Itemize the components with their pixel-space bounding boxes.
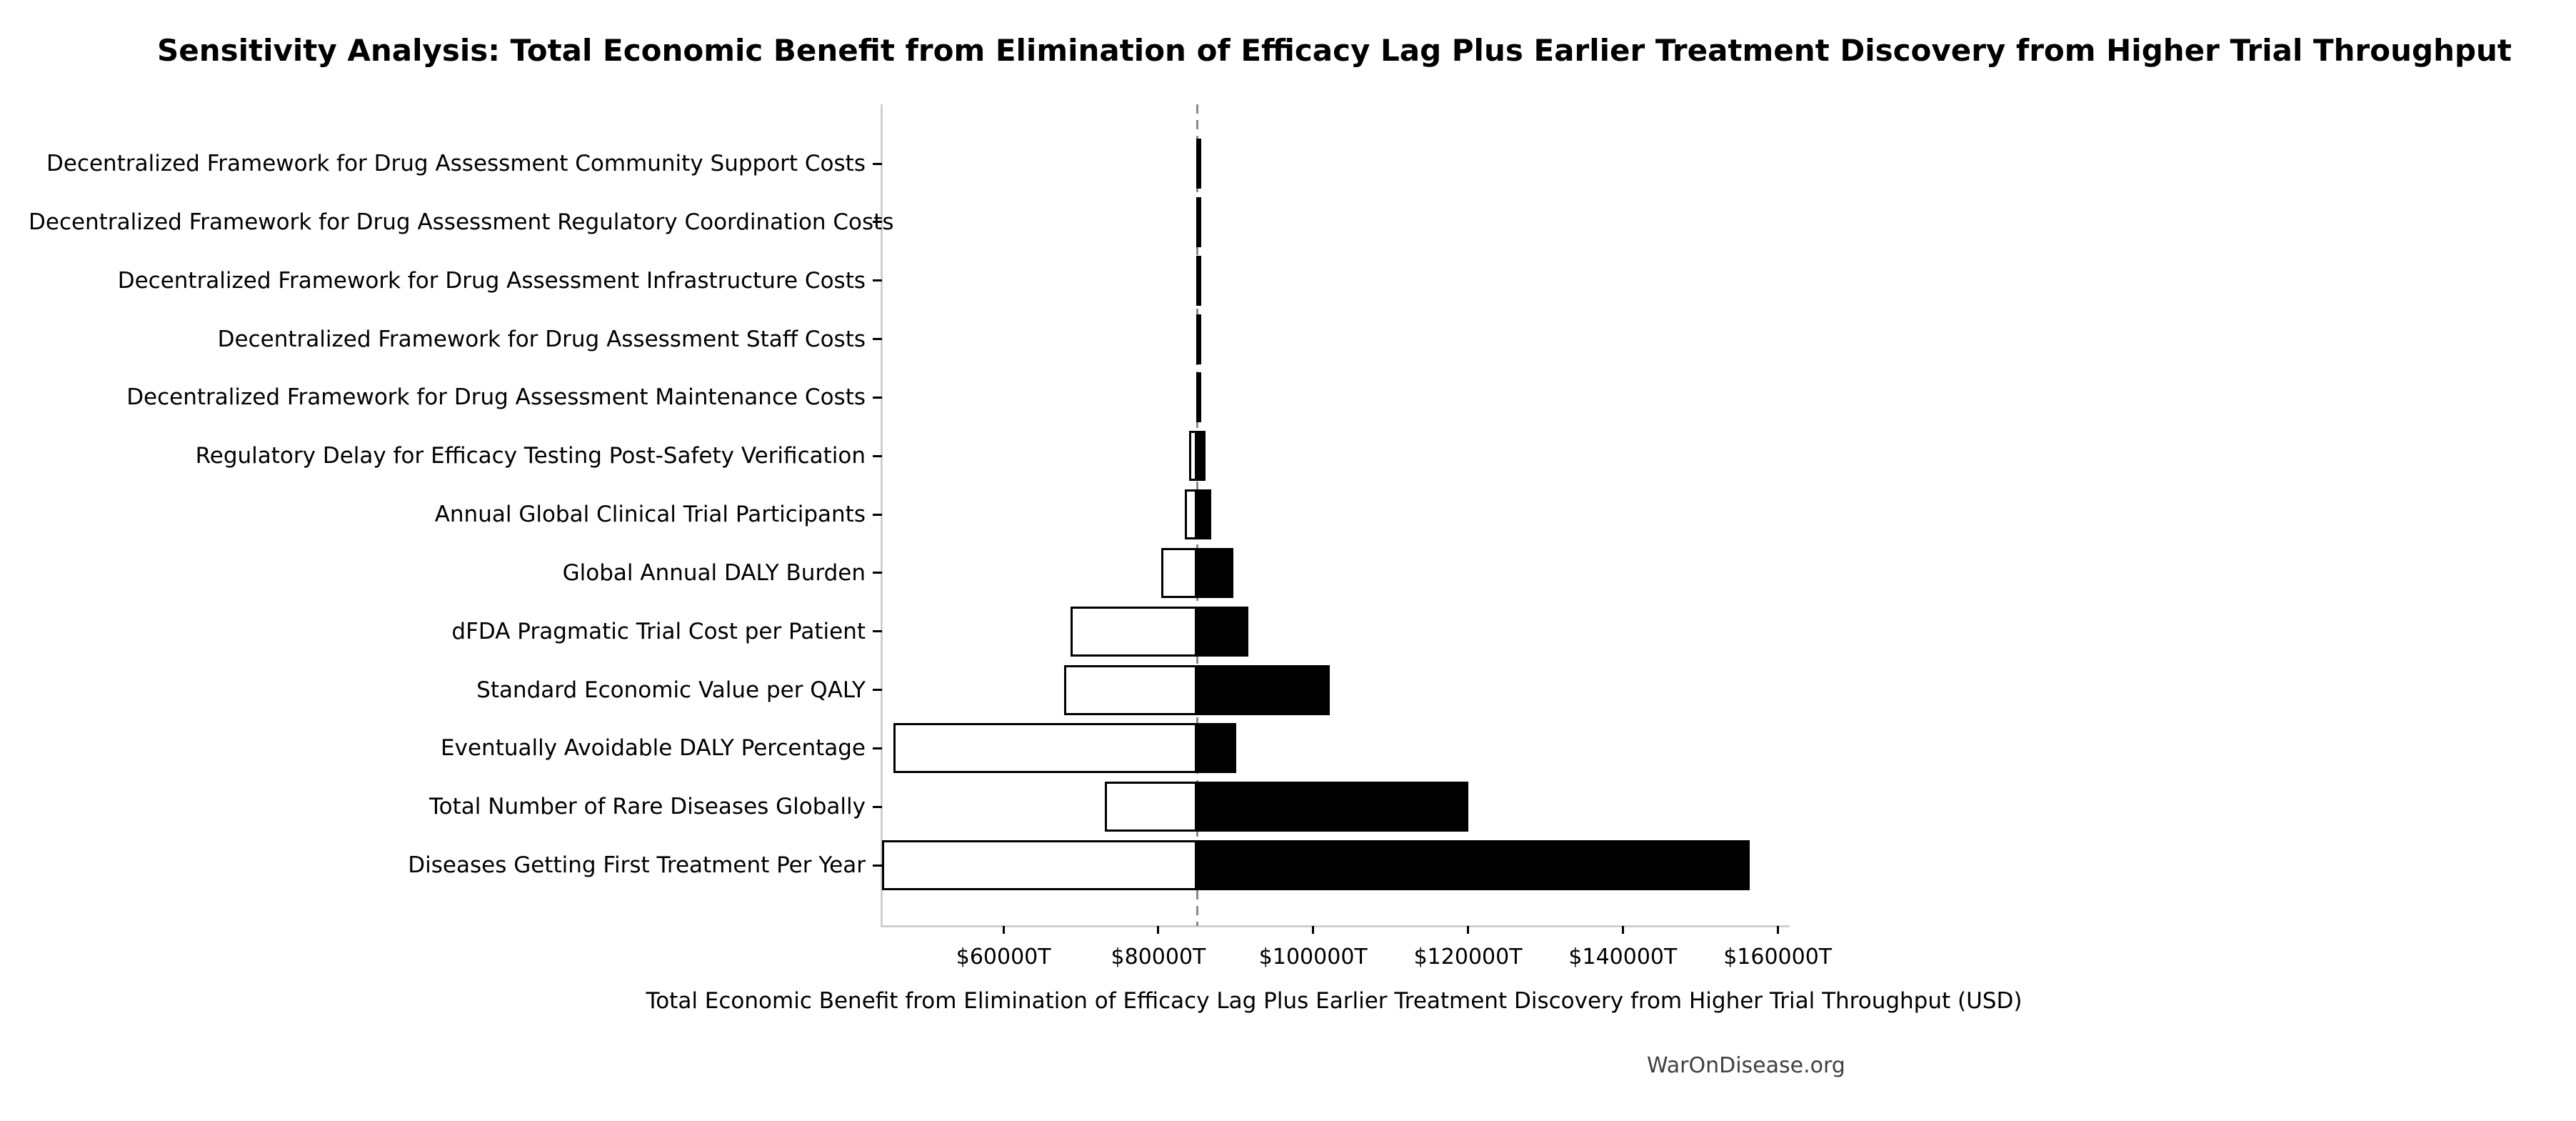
- bar-high-segment: [1196, 314, 1201, 364]
- y-axis-label: Decentralized Framework for Drug Assessm…: [217, 326, 866, 352]
- bar-low-segment: [1063, 664, 1198, 715]
- y-axis-label: Annual Global Clinical Trial Participant…: [434, 502, 866, 527]
- y-tick: [873, 162, 882, 165]
- y-axis-label: Decentralized Framework for Drug Assessm…: [46, 151, 866, 176]
- bar-low-segment: [1105, 782, 1198, 832]
- y-tick: [873, 747, 882, 749]
- x-tick: [1776, 926, 1779, 934]
- y-axis-label: Decentralized Framework for Drug Assessm…: [117, 267, 866, 294]
- bar-low-segment: [882, 840, 1198, 890]
- y-tick: [873, 630, 882, 633]
- bar-high-segment: [1196, 723, 1237, 774]
- bar-low-segment: [1184, 489, 1198, 539]
- x-tick: [1312, 926, 1315, 934]
- bar-high-segment: [1196, 840, 1750, 890]
- y-axis-label: dFDA Pragmatic Trial Cost per Patient: [451, 618, 866, 644]
- bar-high-segment: [1196, 547, 1234, 598]
- bar-high-segment: [1196, 664, 1330, 715]
- y-tick: [873, 454, 882, 457]
- y-tick: [873, 513, 882, 516]
- x-tick-label: $60000T: [956, 945, 1051, 970]
- y-tick: [873, 805, 882, 808]
- y-tick: [873, 221, 882, 224]
- y-tick: [873, 572, 882, 574]
- y-axis-spine: [881, 104, 883, 927]
- bar-high-segment: [1196, 196, 1201, 247]
- bar-high-segment: [1196, 782, 1468, 832]
- x-tick: [1467, 926, 1470, 934]
- chart-title: Sensitivity Analysis: Total Economic Ben…: [156, 33, 2512, 68]
- bar-low-segment: [893, 723, 1198, 774]
- y-axis-label: Decentralized Framework for Drug Assessm…: [126, 384, 866, 411]
- x-tick-label: $120000T: [1413, 945, 1523, 970]
- bar-high-segment: [1196, 372, 1201, 423]
- y-axis-label: Total Number of Rare Diseases Globally: [429, 794, 866, 820]
- x-axis-spine: [881, 925, 1790, 927]
- x-tick-label: $160000T: [1723, 945, 1833, 970]
- footer-watermark: WarOnDisease.org: [1647, 1053, 1845, 1078]
- y-axis-label: Decentralized Framework for Drug Assessm…: [29, 209, 894, 235]
- bar-low-segment: [1161, 547, 1198, 598]
- y-axis-label: Regulatory Delay for Efficacy Testing Po…: [195, 443, 866, 469]
- bar-high-segment: [1196, 431, 1206, 482]
- y-axis-label: Global Annual DALY Burden: [562, 559, 866, 586]
- bar-low-segment: [1189, 431, 1198, 482]
- x-tick-label: $100000T: [1258, 945, 1368, 970]
- bar-high-segment: [1196, 489, 1211, 539]
- x-tick-label: $140000T: [1568, 945, 1678, 970]
- bar-high-segment: [1196, 255, 1201, 306]
- y-tick: [873, 279, 882, 282]
- bar-low-segment: [1071, 606, 1198, 657]
- y-axis-label: Diseases Getting First Treatment Per Yea…: [408, 852, 866, 878]
- y-tick: [873, 689, 882, 691]
- x-tick: [1002, 926, 1005, 934]
- y-tick: [873, 396, 882, 399]
- y-tick: [873, 864, 882, 867]
- bar-high-segment: [1196, 139, 1201, 189]
- x-axis-title: Total Economic Benefit from Elimination …: [646, 988, 2023, 1014]
- y-axis-label: Standard Economic Value per QALY: [476, 677, 866, 703]
- y-tick: [873, 338, 882, 340]
- y-axis-label: Eventually Avoidable DALY Percentage: [441, 735, 866, 762]
- x-tick: [1157, 926, 1160, 934]
- x-tick: [1621, 926, 1624, 934]
- bar-high-segment: [1196, 606, 1248, 657]
- x-tick-label: $80000T: [1111, 945, 1206, 970]
